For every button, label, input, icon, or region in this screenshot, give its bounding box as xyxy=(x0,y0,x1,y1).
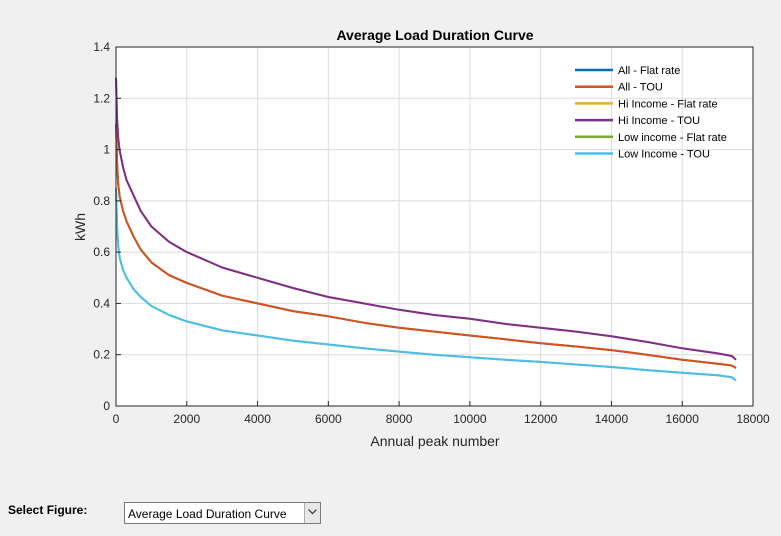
y-tick-label: 1.2 xyxy=(93,91,110,105)
y-tick-label: 0.2 xyxy=(93,348,110,362)
y-axis-label: kWh xyxy=(72,213,88,241)
x-tick-label: 16000 xyxy=(666,412,700,426)
chart-title: Average Load Duration Curve xyxy=(336,27,533,43)
y-tick-label: 1.4 xyxy=(93,40,110,54)
x-tick-label: 18000 xyxy=(736,412,770,426)
x-tick-label: 0 xyxy=(113,412,120,426)
figure-select[interactable]: Average Load Duration Curve xyxy=(124,502,321,524)
dropdown-button[interactable] xyxy=(304,503,320,523)
select-figure-label: Select Figure: xyxy=(8,503,88,517)
x-tick-label: 4000 xyxy=(244,412,271,426)
y-tick-label: 1 xyxy=(103,143,110,157)
legend-label: Low Income - TOU xyxy=(618,149,710,161)
figure-select-value: Average Load Duration Curve xyxy=(128,507,287,521)
plot-border xyxy=(115,46,754,407)
series-line-5 xyxy=(115,187,737,382)
x-axis-label: Annual peak number xyxy=(370,433,500,449)
x-tick-label: 14000 xyxy=(595,412,629,426)
legend-label: Hi Income - TOU xyxy=(618,115,700,127)
series-line-3 xyxy=(115,77,737,361)
x-tick-label: 10000 xyxy=(453,412,487,426)
y-tick-label: 0.8 xyxy=(93,194,110,208)
chart: 0 2000 4000 6000 8000 10000 12000 14000 16000 180… xyxy=(72,27,770,449)
y-tick-label: 0.6 xyxy=(93,245,110,259)
legend-label: All - Flat rate xyxy=(618,65,680,77)
series-lines xyxy=(115,77,737,382)
legend-label: All - TOU xyxy=(618,82,663,94)
x-tick-label: 2000 xyxy=(173,412,200,426)
plot-area xyxy=(116,47,753,406)
chevron-down-icon xyxy=(308,509,317,515)
x-tick-label: 8000 xyxy=(386,412,413,426)
series-line-1 xyxy=(115,123,737,369)
y-tick-label: 0 xyxy=(103,399,110,413)
x-tick-label: 6000 xyxy=(315,412,342,426)
y-tick-label: 0.4 xyxy=(93,296,110,310)
axis-ticks: 0 2000 4000 6000 8000 10000 12000 14000 16000 180… xyxy=(93,40,770,426)
x-tick-label: 12000 xyxy=(524,412,558,426)
legend: All - Flat rate All - TOU Hi Income - Flat… xyxy=(575,65,727,161)
legend-label: Low income - Flat rate xyxy=(618,132,727,144)
legend-label: Hi Income - Flat rate xyxy=(618,98,718,110)
